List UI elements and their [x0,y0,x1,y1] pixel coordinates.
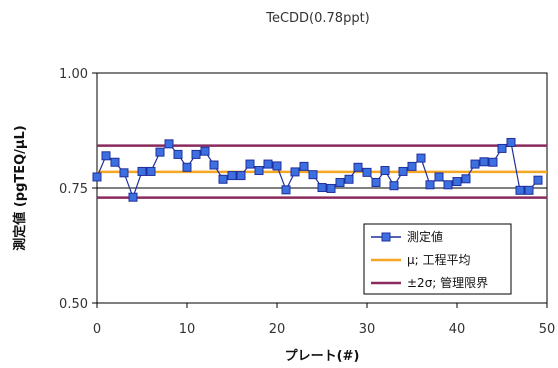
data-point [155,147,165,157]
data-point [128,192,138,202]
data-point [407,161,417,171]
legend-label-measured: 測定値 [407,229,443,244]
y-ticks [92,72,97,304]
x-tick-label: 30 [359,322,376,337]
data-point [533,175,543,185]
x-tick-label: 40 [449,322,466,337]
data-point [299,161,309,171]
legend-label-limit: ±2σ; 管理限界 [407,275,488,290]
data-point [101,151,111,161]
data-point [254,166,264,176]
data-point [479,157,489,167]
x-axis-label: プレート(#) [285,349,360,364]
data-point [290,167,300,177]
data-point [443,180,453,190]
x-tick-label: 50 [539,322,556,337]
x-tick-labels: 0 10 20 30 40 50 [93,322,555,337]
data-point [524,185,534,195]
data-point [119,168,129,178]
data-point [236,171,246,181]
legend: 測定値 μ; 工程平均 ±2σ; 管理限界 [363,223,512,295]
data-point [326,183,336,193]
data-series [92,137,543,202]
data-point [371,177,381,187]
legend-swatch-measured-marker [381,232,391,242]
data-point [398,166,408,176]
data-point [281,185,291,195]
data-point [515,185,525,195]
data-point [182,162,192,172]
data-point [416,153,426,163]
data-point [425,180,435,190]
data-point [245,159,255,169]
chart-title: TeCDD(0.78ppt) [265,11,370,26]
data-point [434,172,444,182]
data-point [92,172,102,182]
data-point [146,166,156,176]
data-point [137,166,147,176]
data-point [227,171,237,181]
data-point [488,157,498,167]
data-point [344,174,354,184]
data-point [308,170,318,180]
data-point [218,174,228,184]
legend-label-mean: μ; 工程平均 [407,252,471,267]
data-point [362,167,372,177]
y-tick-label: 0.50 [59,297,88,312]
data-point [209,160,219,170]
data-point [263,159,273,169]
data-point [506,137,516,147]
data-point [173,149,183,159]
data-point [497,143,507,153]
data-point [191,149,201,159]
data-point [389,181,399,191]
data-point [272,161,282,171]
data-point [164,139,174,149]
data-point [110,157,120,167]
data-point [380,166,390,176]
y-tick-labels: 1.00 0.75 0.50 [59,67,88,312]
data-point [317,183,327,193]
y-tick-label: 0.75 [59,182,88,197]
x-tick-label: 10 [179,322,196,337]
data-point [452,177,462,187]
y-tick-label: 1.00 [59,67,88,82]
x-ticks [96,303,548,308]
data-point [200,146,210,156]
y-axis-label: 測定値 (pgTEQ/μL) [12,125,28,250]
data-point [461,174,471,184]
data-point [335,177,345,187]
x-tick-label: 20 [269,322,286,337]
data-point [470,159,480,169]
x-tick-label: 0 [93,322,101,337]
data-point [353,162,363,172]
